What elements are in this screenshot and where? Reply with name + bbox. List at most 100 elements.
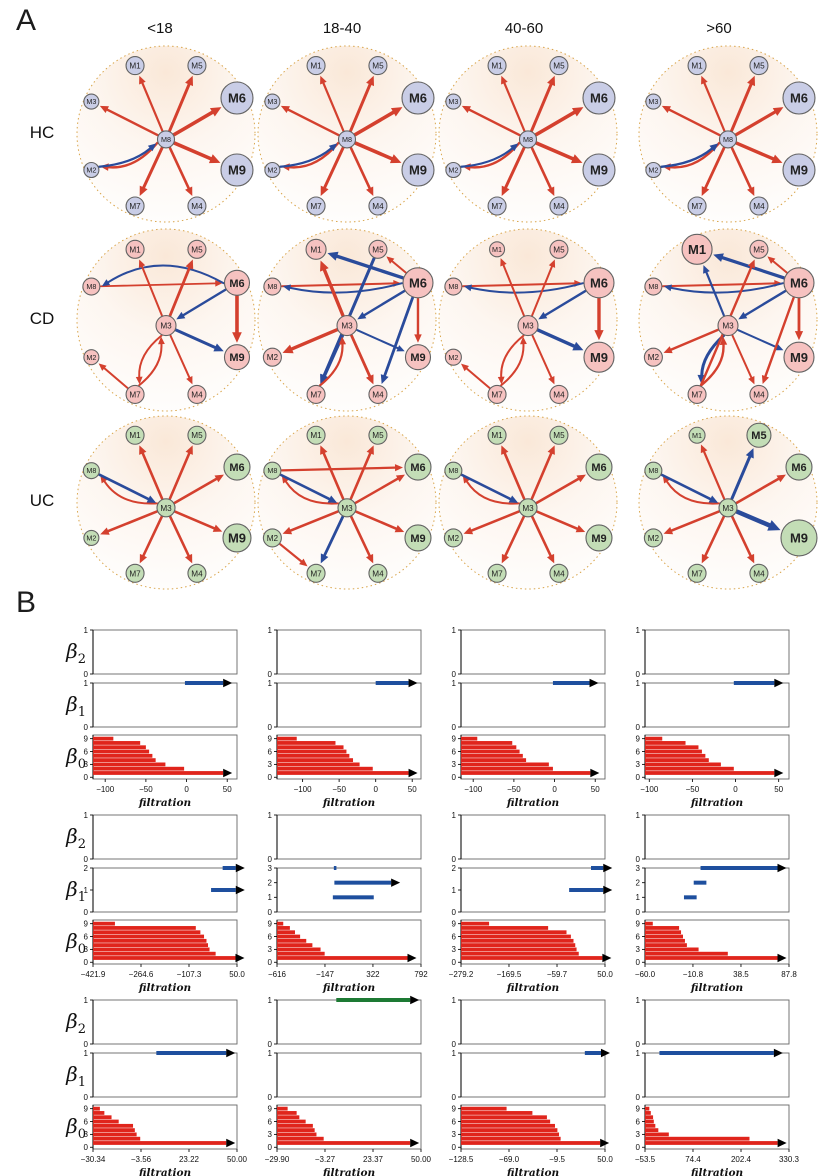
svg-text:0: 0 xyxy=(452,855,457,864)
svg-text:M4: M4 xyxy=(191,202,203,211)
svg-text:M8: M8 xyxy=(648,282,658,291)
svg-text:0: 0 xyxy=(84,670,89,679)
svg-text:M4: M4 xyxy=(372,390,384,399)
svg-text:1: 1 xyxy=(452,1049,457,1058)
svg-text:0: 0 xyxy=(268,855,273,864)
svg-text:1: 1 xyxy=(268,893,273,902)
svg-text:M5: M5 xyxy=(753,62,765,71)
svg-text:M6: M6 xyxy=(409,91,427,106)
svg-text:M9: M9 xyxy=(409,163,427,178)
svg-text:6: 6 xyxy=(452,932,457,941)
svg-text:−100: −100 xyxy=(96,785,115,794)
svg-text:−29.90: −29.90 xyxy=(265,1155,290,1164)
svg-text:3: 3 xyxy=(268,945,273,954)
svg-text:0: 0 xyxy=(452,1143,457,1152)
svg-text:M7: M7 xyxy=(491,390,503,399)
beta-1-label: β1 xyxy=(66,692,86,720)
svg-text:2: 2 xyxy=(636,878,641,887)
svg-text:9: 9 xyxy=(636,1104,641,1113)
svg-text:M9: M9 xyxy=(410,352,425,364)
svg-text:0: 0 xyxy=(268,723,273,732)
svg-text:50.0: 50.0 xyxy=(597,970,613,979)
svg-text:M5: M5 xyxy=(191,62,203,71)
svg-text:50.0: 50.0 xyxy=(597,1155,613,1164)
svg-text:M2: M2 xyxy=(448,353,458,362)
svg-text:M5: M5 xyxy=(751,430,766,442)
svg-text:M8: M8 xyxy=(161,135,171,144)
svg-text:3: 3 xyxy=(452,945,457,954)
svg-text:M4: M4 xyxy=(553,202,565,211)
svg-text:M7: M7 xyxy=(129,202,141,211)
svg-text:0: 0 xyxy=(636,773,641,782)
svg-text:0: 0 xyxy=(636,958,641,967)
svg-text:1: 1 xyxy=(84,886,89,895)
svg-text:1: 1 xyxy=(452,626,457,635)
network-cd-col2: M1 M5 M8 M6 M3 M2 M9 M7 M4 xyxy=(257,228,437,412)
svg-text:−169.5: −169.5 xyxy=(497,970,522,979)
svg-text:6: 6 xyxy=(636,747,641,756)
row-label-uc: UC xyxy=(29,491,55,510)
svg-text:6: 6 xyxy=(452,747,457,756)
beta-2-label: β2 xyxy=(66,1009,86,1037)
network-uc-col4: M1 M5 M8 M6 M3 M2 M9 M7 M4 xyxy=(638,415,818,590)
svg-text:M1: M1 xyxy=(129,62,141,71)
panel-a-label: A xyxy=(16,4,37,37)
svg-text:−50: −50 xyxy=(332,785,346,794)
svg-text:3: 3 xyxy=(636,760,641,769)
svg-text:M6: M6 xyxy=(229,278,244,290)
svg-text:87.8: 87.8 xyxy=(781,970,797,979)
svg-text:3: 3 xyxy=(636,1130,641,1139)
svg-text:0: 0 xyxy=(268,908,273,917)
svg-text:filtration: filtration xyxy=(506,797,559,809)
svg-text:0: 0 xyxy=(733,785,738,794)
svg-text:1: 1 xyxy=(636,1049,641,1058)
svg-text:M5: M5 xyxy=(191,245,203,254)
svg-text:0: 0 xyxy=(268,1093,273,1102)
svg-text:filtration: filtration xyxy=(690,1167,743,1176)
network-uc-col1: M1 M5 M8 M6 M3 M2 M9 M7 M4 xyxy=(76,415,256,590)
svg-text:M6: M6 xyxy=(590,91,608,106)
svg-text:0: 0 xyxy=(452,670,457,679)
svg-text:M2: M2 xyxy=(267,534,279,543)
svg-text:1: 1 xyxy=(268,626,273,635)
svg-text:M4: M4 xyxy=(553,569,565,578)
svg-text:M7: M7 xyxy=(129,390,141,399)
svg-text:M4: M4 xyxy=(372,569,384,578)
svg-text:3: 3 xyxy=(452,1130,457,1139)
svg-text:M6: M6 xyxy=(409,275,427,290)
svg-text:0: 0 xyxy=(636,855,641,864)
svg-text:M3: M3 xyxy=(722,504,734,513)
svg-text:M1: M1 xyxy=(692,431,702,440)
svg-text:M5: M5 xyxy=(372,245,384,254)
svg-text:2: 2 xyxy=(452,864,457,873)
svg-text:M9: M9 xyxy=(229,352,244,364)
svg-text:50: 50 xyxy=(408,785,417,794)
network-hc-col2: M1 M5 M3 M6 M8 M2 M9 M7 M4 xyxy=(257,45,437,223)
svg-text:−59.7: −59.7 xyxy=(547,970,568,979)
svg-text:M1: M1 xyxy=(492,245,502,254)
svg-text:6: 6 xyxy=(452,1117,457,1126)
svg-text:M3: M3 xyxy=(341,322,353,331)
svg-text:6: 6 xyxy=(268,932,273,941)
svg-text:0: 0 xyxy=(636,908,641,917)
beta-0-label: β0 xyxy=(66,1114,86,1142)
svg-text:38.5: 38.5 xyxy=(733,970,749,979)
svg-text:6: 6 xyxy=(268,1117,273,1126)
svg-text:0: 0 xyxy=(84,958,89,967)
svg-text:M9: M9 xyxy=(790,163,808,178)
svg-text:M4: M4 xyxy=(753,390,765,399)
svg-text:M5: M5 xyxy=(372,431,384,440)
svg-text:M5: M5 xyxy=(553,245,565,254)
svg-text:M9: M9 xyxy=(590,350,608,365)
beta-0-label: β0 xyxy=(66,929,86,957)
svg-text:M6: M6 xyxy=(791,462,806,474)
svg-text:1: 1 xyxy=(636,679,641,688)
svg-text:M8: M8 xyxy=(648,466,658,475)
svg-text:0: 0 xyxy=(636,1040,641,1049)
svg-text:1: 1 xyxy=(636,811,641,820)
svg-text:1: 1 xyxy=(84,626,89,635)
network-hc-col4: M1 M5 M3 M6 M8 M2 M9 M7 M4 xyxy=(638,45,818,223)
svg-text:1: 1 xyxy=(268,996,273,1005)
svg-text:M9: M9 xyxy=(591,533,606,545)
